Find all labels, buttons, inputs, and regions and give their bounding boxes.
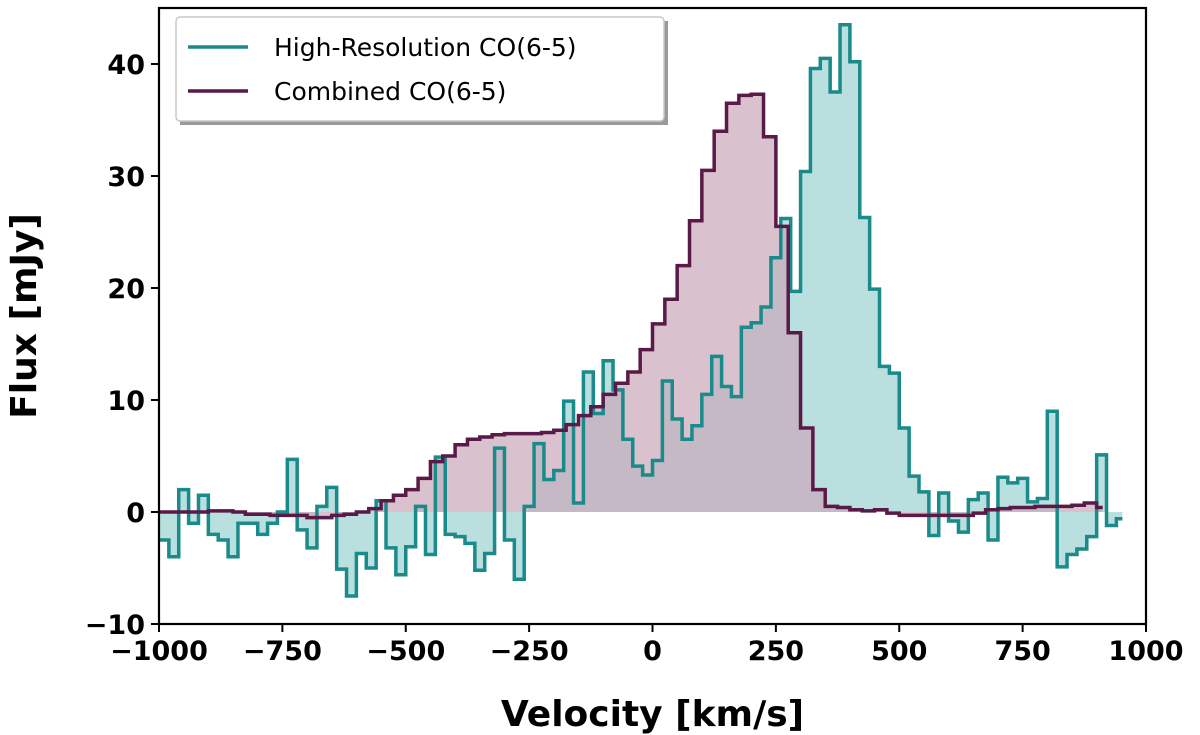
y-axis: −10 0 10 20 30 40 xyxy=(85,50,159,641)
x-tick-label: 750 xyxy=(994,636,1050,667)
x-axis-label: Velocity [km/s] xyxy=(501,694,804,735)
x-tick-label: 250 xyxy=(748,636,804,667)
y-axis-label: Flux [mJy] xyxy=(4,213,45,419)
legend-label-combined: Combined CO(6-5) xyxy=(274,77,506,106)
y-tick-label: 40 xyxy=(107,50,145,81)
series-line-1 xyxy=(159,92,1103,520)
series-fill-0 xyxy=(159,24,1123,597)
x-tick-label: 1000 xyxy=(1108,636,1183,667)
y-tick-label: 10 xyxy=(107,386,145,417)
x-tick-label: −250 xyxy=(490,636,569,667)
y-tick-label: −10 xyxy=(85,610,145,641)
x-tick-label: 0 xyxy=(643,636,662,667)
legend: High-Resolution CO(6-5) Combined CO(6-5) xyxy=(175,16,668,125)
y-tick-label: 20 xyxy=(107,274,145,305)
x-tick-label: −750 xyxy=(243,636,322,667)
legend-box xyxy=(175,16,665,122)
series-lines xyxy=(159,23,1123,598)
series-fills xyxy=(159,24,1123,597)
y-tick-label: 30 xyxy=(107,162,145,193)
x-axis: −1000 −750 −500 −250 0 250 500 750 1000 xyxy=(110,624,1184,667)
x-tick-label: 500 xyxy=(871,636,927,667)
series-fill-1 xyxy=(159,94,1103,518)
y-tick-label: 0 xyxy=(126,498,145,529)
legend-label-high-resolution: High-Resolution CO(6-5) xyxy=(274,33,577,62)
series-line-0 xyxy=(159,23,1123,598)
x-tick-label: −1000 xyxy=(110,636,208,667)
x-tick-label: −500 xyxy=(366,636,445,667)
